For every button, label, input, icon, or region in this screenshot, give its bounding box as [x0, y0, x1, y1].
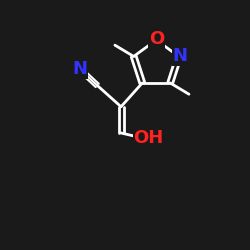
Text: O: O [148, 30, 164, 48]
Text: OH: OH [134, 129, 164, 147]
Text: N: N [72, 60, 87, 78]
Text: N: N [172, 48, 188, 66]
